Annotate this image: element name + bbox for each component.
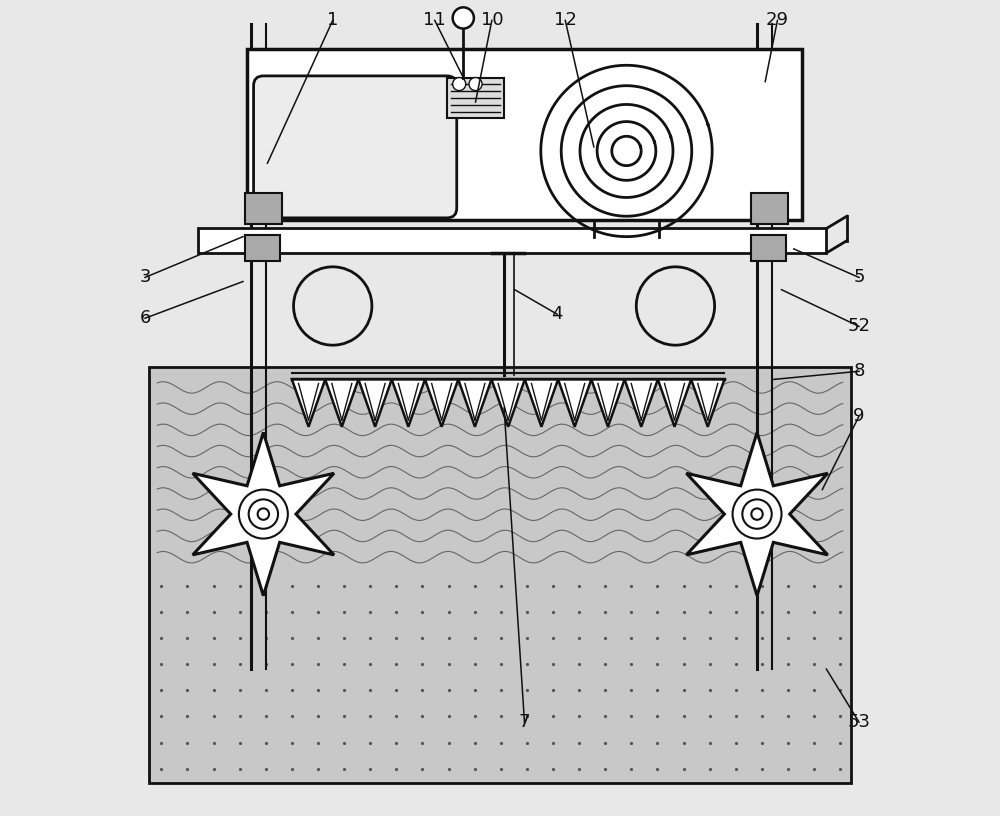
Bar [447,78,504,118]
Bar [245,235,280,261]
Bar [149,367,851,783]
Polygon shape [325,379,358,427]
Polygon shape [392,379,425,427]
Polygon shape [358,379,392,427]
Circle shape [453,7,474,29]
Polygon shape [625,379,658,427]
Polygon shape [492,379,525,427]
Text: 4: 4 [551,305,563,323]
Polygon shape [458,379,492,427]
Text: 53: 53 [848,713,871,731]
Polygon shape [525,379,558,427]
Polygon shape [691,379,724,427]
Text: 8: 8 [853,362,865,380]
Polygon shape [292,379,325,427]
FancyBboxPatch shape [254,76,457,218]
Circle shape [453,78,466,91]
Polygon shape [425,379,458,427]
Circle shape [742,499,772,529]
Bar [751,193,788,224]
Circle shape [239,490,288,539]
Text: 52: 52 [848,317,871,335]
Text: 9: 9 [853,407,865,425]
Circle shape [294,267,372,345]
Polygon shape [591,379,625,427]
Text: 29: 29 [766,11,789,29]
Polygon shape [558,379,591,427]
Text: 1: 1 [327,11,338,29]
Polygon shape [686,432,828,596]
Text: 11: 11 [423,11,446,29]
Circle shape [258,508,269,520]
Text: 12: 12 [554,11,577,29]
Text: 7: 7 [519,713,530,731]
Bar [245,193,282,224]
Bar [247,49,802,220]
Bar [751,235,786,261]
Polygon shape [658,379,691,427]
Circle shape [469,78,482,91]
Text: 6: 6 [139,309,151,327]
Circle shape [751,508,763,520]
Circle shape [249,499,278,529]
Circle shape [636,267,715,345]
Text: 5: 5 [853,268,865,286]
Bar [198,228,826,253]
Text: 3: 3 [139,268,151,286]
Circle shape [733,490,782,539]
Polygon shape [193,432,334,596]
Text: 10: 10 [481,11,503,29]
